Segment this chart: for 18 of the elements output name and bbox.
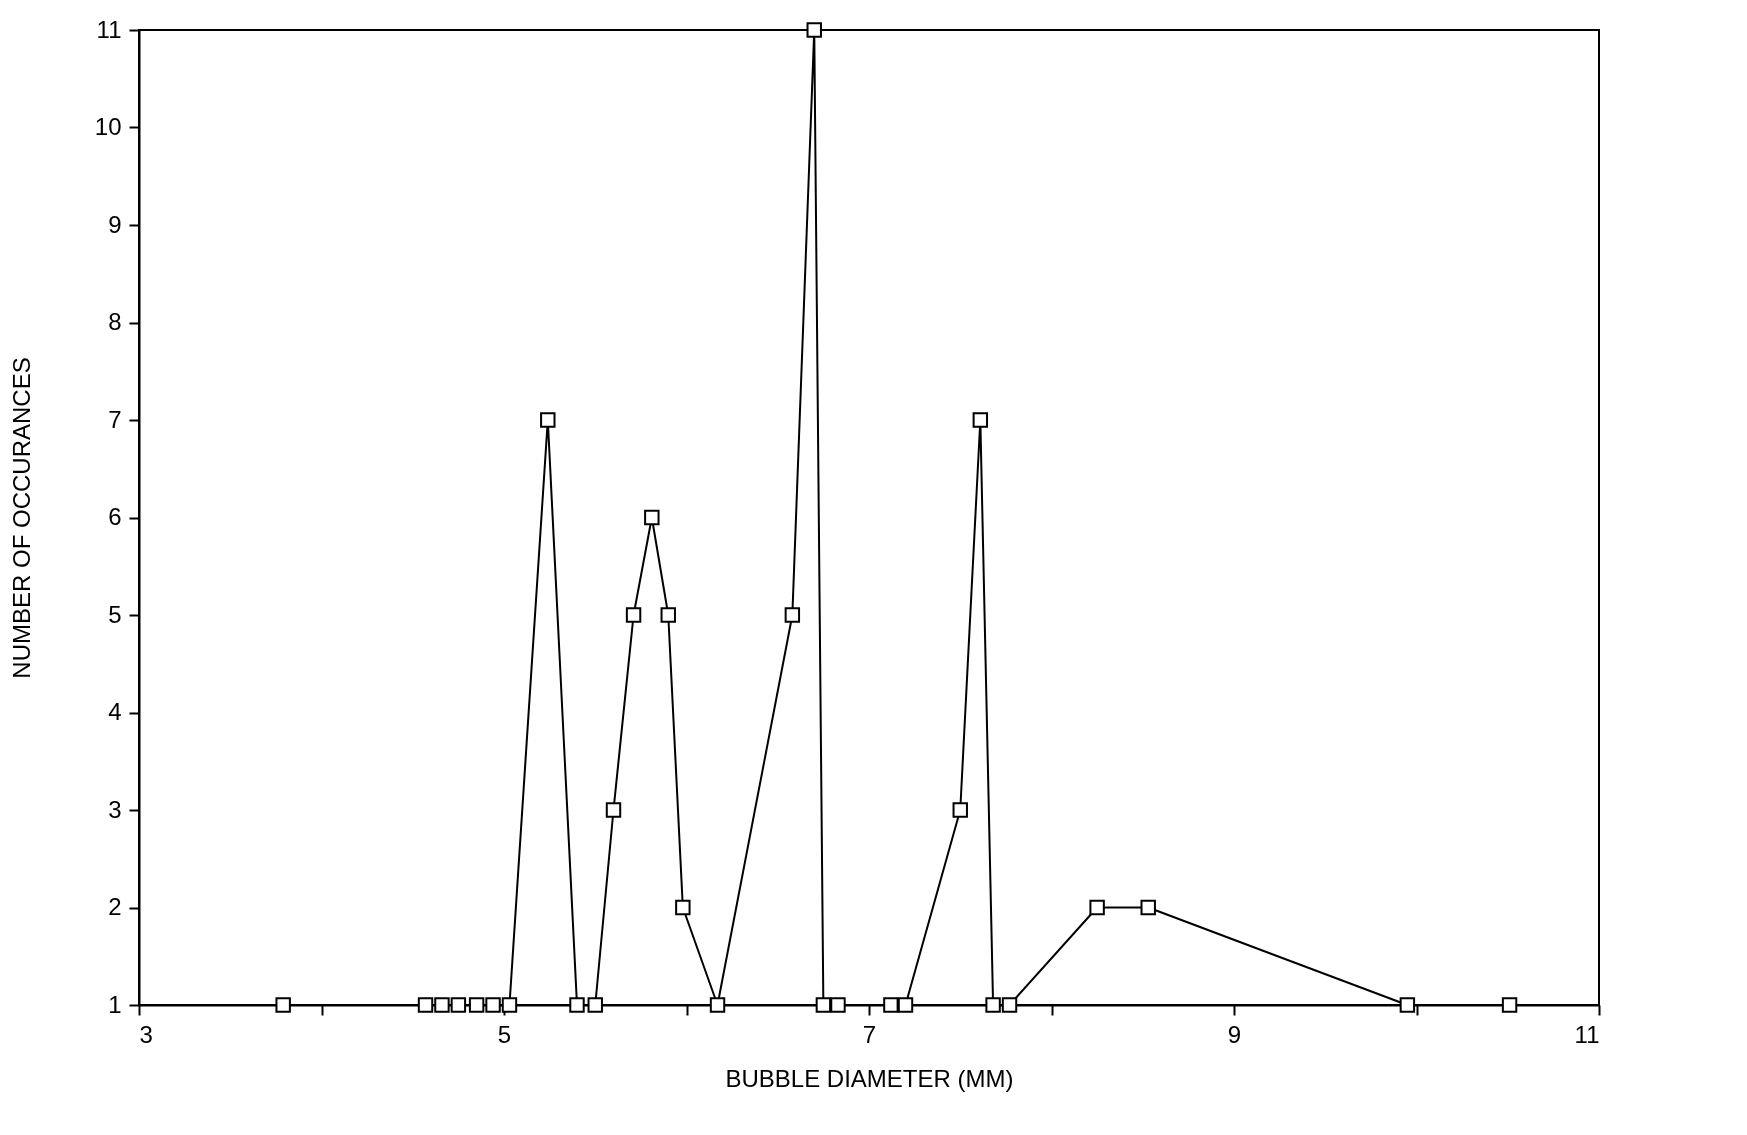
x-tick-label: 9 xyxy=(1227,1020,1242,1048)
y-tick-label: 7 xyxy=(108,405,122,433)
y-tick-label: 8 xyxy=(108,308,122,335)
y-tick-label: 1 xyxy=(108,990,122,1018)
x-axis-title: BUBBLE DIAMETER (MM) xyxy=(725,1064,1014,1092)
x-tick-label: 5 xyxy=(497,1020,512,1048)
y-tick-label: 11 xyxy=(96,15,122,43)
x-tick-label: 3 xyxy=(139,1020,153,1048)
y-tick-label: 3 xyxy=(108,795,122,823)
y-tick-label: 5 xyxy=(108,600,122,628)
y-axis-title: NUMBER OF OCCURANCES xyxy=(7,357,35,679)
x-tick-label: 11 xyxy=(1574,1020,1600,1048)
y-tick-label: 2 xyxy=(108,893,122,920)
y-tick-label: 10 xyxy=(94,113,122,140)
x-tick-label: 7 xyxy=(862,1020,877,1048)
y-tick-label: 9 xyxy=(108,210,122,238)
y-tick-label: 6 xyxy=(108,503,122,530)
y-tick-label: 4 xyxy=(108,698,122,725)
